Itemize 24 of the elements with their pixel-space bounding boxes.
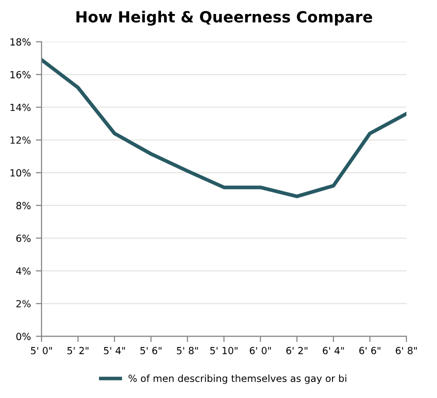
x-tick-label: 5' 6" [140,346,162,354]
x-tick-label: 5' 10" [210,346,238,354]
x-tick-label: 6' 2" [286,346,308,354]
y-tick-label: 18% [10,38,31,46]
line-series [42,58,406,198]
y-tick-label: 8% [16,202,31,210]
chart-title: How Height & Queerness Compare [76,10,372,26]
y-tick-label: 14% [10,104,31,112]
x-tick-label: 6' 0" [250,346,271,354]
x-tick-label: 6' 6" [359,346,380,354]
x-tick-label: 5' 4" [104,347,125,354]
x-tick-label: 6' 8" [396,346,417,354]
x-tick-label: 6' 4" [322,346,344,354]
y-tick-label: 10% [10,169,31,177]
y-tick-label: 2% [16,300,31,308]
legend-label: % of men describing themselves as gay or bi [128,374,346,384]
x-tick-label: 5' 2" [67,346,88,354]
y-tick-label: 0% [16,332,31,340]
y-tick-label: 4% [16,267,31,275]
x-tick-label: 5' 0" [30,346,52,354]
y-tick-label: 6% [16,234,31,242]
y-tick-label: 16% [10,70,31,78]
y-tick-label: 12% [10,136,31,144]
x-tick-label: 5' 8" [176,346,198,354]
